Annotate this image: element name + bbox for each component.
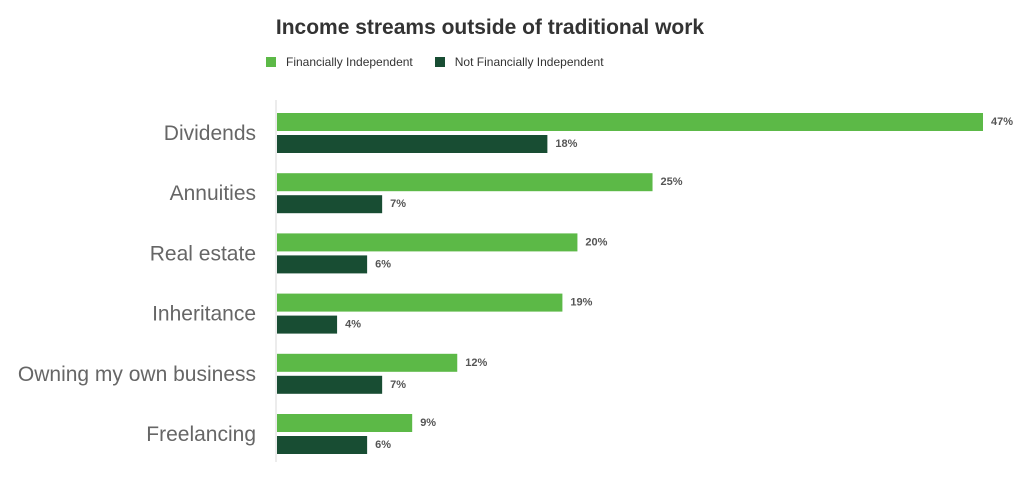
legend-item-financially-independent: Financially Independent: [266, 55, 413, 69]
value-label-financially-independent-owning-my-own-business: 12%: [465, 357, 487, 369]
bar-not-financially-independent-annuities: [277, 195, 383, 214]
legend-swatch-financially-independent: [266, 57, 276, 67]
value-label-financially-independent-annuities: 25%: [661, 176, 683, 188]
bar-not-financially-independent-real-estate: [277, 255, 368, 274]
category-label-dividends: Dividends: [164, 122, 256, 145]
category-label-real-estate: Real estate: [150, 242, 256, 265]
value-label-financially-independent-inheritance: 19%: [570, 297, 592, 309]
bar-financially-independent-freelancing: [277, 414, 413, 432]
value-label-financially-independent-freelancing: 9%: [420, 417, 436, 429]
legend: Financially Independent Not Financially …: [266, 55, 626, 69]
bar-not-financially-independent-owning-my-own-business: [277, 375, 383, 394]
bar-financially-independent-annuities: [277, 173, 653, 192]
bar-not-financially-independent-inheritance: [277, 315, 338, 334]
category-label-inheritance: Inheritance: [152, 303, 256, 326]
value-label-not-financially-independent-real-estate: 6%: [375, 258, 391, 270]
value-label-financially-independent-dividends: 47%: [991, 116, 1013, 128]
bar-financially-independent-dividends: [277, 113, 983, 131]
category-label-annuities: Annuities: [170, 182, 256, 205]
value-label-financially-independent-real-estate: 20%: [585, 236, 607, 248]
category-label-owning-my-own-business: Owning my own business: [18, 363, 256, 386]
bar-financially-independent-owning-my-own-business: [277, 353, 458, 372]
legend-swatch-not-financially-independent: [434, 57, 445, 67]
value-label-not-financially-independent-annuities: 7%: [390, 198, 406, 210]
bar-financially-independent-real-estate: [277, 233, 578, 252]
value-label-not-financially-independent-owning-my-own-business: 7%: [390, 379, 406, 391]
bar-not-financially-independent-dividends: [277, 135, 548, 153]
value-label-not-financially-independent-dividends: 18%: [555, 138, 577, 150]
chart-title: Income streams outside of traditional wo…: [275, 16, 705, 39]
legend-label-financially-independent: Financially Independent: [286, 55, 413, 69]
value-label-not-financially-independent-freelancing: 6%: [375, 439, 391, 451]
value-label-not-financially-independent-inheritance: 4%: [345, 319, 361, 331]
bar-financially-independent-inheritance: [277, 293, 563, 312]
legend-label-not-financially-independent: Not Financially Independent: [454, 55, 604, 69]
category-label-freelancing: Freelancing: [146, 423, 256, 446]
bar-not-financially-independent-freelancing: [277, 436, 368, 454]
legend-item-not-financially-independent: Not Financially Independent: [434, 55, 604, 69]
